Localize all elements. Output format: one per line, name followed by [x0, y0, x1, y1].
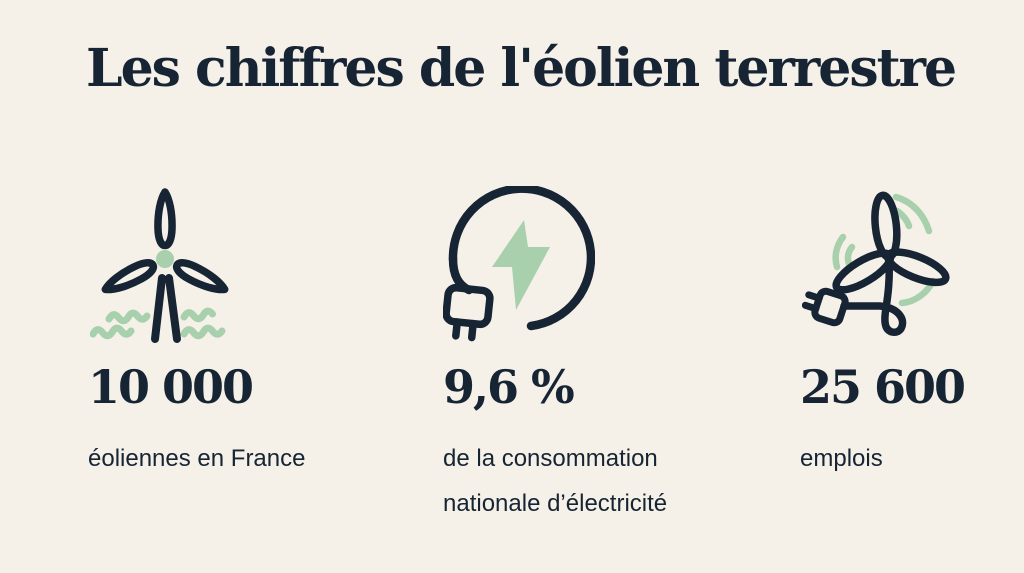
loop-turbine-blades [832, 191, 950, 336]
stat-label: éoliennes en France [88, 445, 306, 472]
page-title: Les chiffres de l'éolien terrestre [86, 38, 957, 99]
turbine-blades [101, 188, 229, 294]
power-plug-icon [443, 283, 494, 342]
wind-turbine-water-svg [90, 188, 229, 343]
wind-turbine-plug-icon [802, 190, 952, 348]
stat-label: de la consommation nationale d’électrici… [443, 445, 668, 517]
stat-card-emplois: 25 600 emplois [800, 0, 1024, 573]
water-waves-icon [90, 307, 226, 340]
cable-loop [840, 255, 907, 336]
turbine-hub [156, 250, 174, 268]
lightning-bolt-icon [492, 220, 550, 310]
stat-value: 25 600 [800, 360, 966, 414]
wind-turbine-plug-svg [802, 191, 950, 336]
wind-turbine-water-icon [90, 188, 230, 346]
stat-value: 9,6 % [443, 360, 575, 414]
turbine-mast [151, 274, 181, 343]
power-plug-icon [802, 287, 849, 327]
plug-circle-lightning-svg [443, 186, 595, 342]
stat-label: emplois [800, 445, 883, 472]
stat-card-eoliennes: 10 000 éoliennes en France [88, 0, 418, 573]
stat-card-consommation: 9,6 % de la consommation nationale d’éle… [443, 0, 773, 573]
stat-value: 10 000 [88, 360, 254, 414]
plug-circle-lightning-icon [443, 186, 595, 351]
wind-swooshes-icon [832, 193, 937, 307]
